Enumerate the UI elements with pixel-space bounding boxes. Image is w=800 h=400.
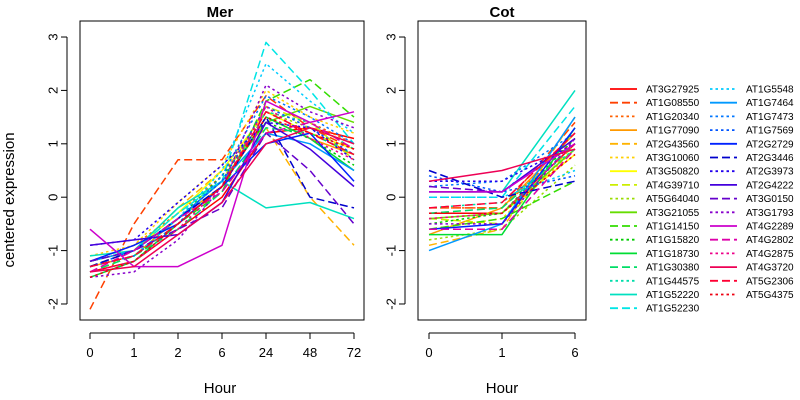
y-tick-label-cot--1: -1 — [383, 245, 398, 257]
y-tick-label-cot-1: 1 — [383, 140, 398, 147]
series-line-cot-AT4G2289 — [429, 143, 576, 193]
series-line-mer-AT1G7473 — [89, 95, 355, 268]
legend-label-AT2G2729: AT2G2729 — [746, 139, 794, 150]
x-tick-label-mer-24: 24 — [259, 345, 273, 360]
x-tick-label-cot-0: 0 — [425, 345, 432, 360]
series-line-mer-AT4G3720 — [89, 127, 355, 273]
y-tick-label-cot-0: 0 — [383, 194, 398, 201]
series-line-cot-AT2G3446 — [428, 169, 576, 198]
legend-label-AT1G20340: AT1G20340 — [646, 112, 700, 123]
series-line-cot-AT1G5548 — [429, 169, 576, 198]
y-axis-cot: -2 -1 0 1 2 3 — [383, 33, 406, 310]
x-axis-cot: 0 1 6 — [425, 332, 579, 360]
panel-cot: Cot Hour 0 1 6 -2 -1 0 1 2 3 — [383, 4, 587, 397]
x-tick-label-mer-1: 1 — [130, 345, 137, 360]
x-tick-label-mer-2: 2 — [174, 345, 181, 360]
y-axis-mer: -2 -1 0 1 2 3 — [45, 33, 68, 310]
legend-label-AT1G14150: AT1G14150 — [646, 222, 700, 233]
series-line-mer-AT1G52230 — [89, 41, 355, 263]
x-axis-title-cot: Hour — [486, 380, 519, 397]
legend-label-AT2G3973: AT2G3973 — [746, 167, 794, 178]
series-line-mer-AT3G1793 — [89, 84, 355, 279]
plot-frame-mer — [79, 20, 365, 321]
x-axis-mer: 0 1 2 6 24 48 72 — [86, 332, 361, 360]
legend-label-AT1G52220: AT1G52220 — [646, 290, 700, 301]
legend-label-AT3G0150: AT3G0150 — [746, 194, 794, 205]
legend-label-AT1G7464: AT1G7464 — [746, 98, 794, 109]
y-tick-label-mer-2: 2 — [45, 87, 60, 94]
series-line-mer-AT5G2306 — [89, 111, 355, 268]
legend-label-AT1G52230: AT1G52230 — [646, 304, 700, 315]
series-line-cot-AT4G3720 — [428, 148, 576, 182]
series-line-cot-AT1G52220 — [429, 89, 576, 193]
series-line-cot-AT1G7464 — [428, 116, 576, 252]
legend-label-AT5G4375: AT5G4375 — [746, 290, 794, 301]
series-line-mer-AT1G14150 — [89, 78, 355, 273]
series-line-mer-AT4G2802 — [89, 121, 355, 273]
legend-label-AT4G39710: AT4G39710 — [646, 180, 700, 191]
legend-label-AT3G10060: AT3G10060 — [646, 153, 700, 164]
series-line-cot-AT1G30380 — [428, 143, 576, 214]
legend-label-AT2G4222: AT2G4222 — [746, 180, 794, 191]
legend-label-AT5G64040: AT5G64040 — [646, 194, 700, 205]
legend: AT3G27925 AT1G08550 AT1G20340 AT1G77090 AT2G… — [610, 85, 794, 315]
y-tick-label-mer-3: 3 — [45, 33, 60, 40]
legend-label-AT1G30380: AT1G30380 — [646, 263, 700, 274]
series-line-cot-AT1G14150 — [428, 180, 576, 230]
series-line-cot-AT5G2306 — [428, 132, 576, 209]
legend-label-AT1G08550: AT1G08550 — [646, 98, 700, 109]
legend-label-AT1G18730: AT1G18730 — [646, 249, 700, 260]
panel-title-mer: Mer — [207, 4, 234, 21]
legend-label-AT1G44575: AT1G44575 — [646, 276, 700, 287]
x-tick-label-mer-72: 72 — [347, 345, 361, 360]
y-tick-label-mer-0: 0 — [45, 194, 60, 201]
legend-label-AT3G50820: AT3G50820 — [646, 167, 700, 178]
legend-label-AT2G3446: AT2G3446 — [746, 153, 794, 164]
legend-label-AT4G2875: AT4G2875 — [746, 249, 794, 260]
panel-title-cot: Cot — [490, 4, 515, 21]
series-line-mer-AT2G3446 — [89, 116, 355, 268]
legend-label-AT4G3720: AT4G3720 — [746, 263, 794, 274]
legend-label-AT3G27925: AT3G27925 — [646, 85, 700, 96]
legend-label-AT3G1793: AT3G1793 — [746, 208, 794, 219]
legend-label-AT4G2802: AT4G2802 — [746, 235, 794, 246]
y-tick-label-cot--2: -2 — [383, 298, 398, 310]
legend-label-AT1G15820: AT1G15820 — [646, 235, 700, 246]
legend-label-AT1G5548: AT1G5548 — [746, 85, 794, 96]
series-line-cot-AT5G4375 — [429, 153, 576, 214]
x-tick-label-mer-0: 0 — [86, 345, 93, 360]
legend-label-AT4G2289: AT4G2289 — [746, 222, 794, 233]
y-tick-label-mer--2: -2 — [45, 298, 60, 310]
panel-mer: Mer Hour 0 1 2 6 24 48 72 -2 -1 0 1 2 3 — [45, 4, 365, 397]
y-axis-title: centered expression — [1, 132, 18, 267]
y-tick-label-cot-3: 3 — [383, 33, 398, 40]
x-axis-title-mer: Hour — [204, 380, 237, 397]
y-tick-label-mer-1: 1 — [45, 140, 60, 147]
legend-label-AT1G77090: AT1G77090 — [646, 126, 700, 137]
legend-label-AT1G7473: AT1G7473 — [746, 112, 794, 123]
x-tick-label-mer-48: 48 — [303, 345, 317, 360]
legend-label-AT2G43560: AT2G43560 — [646, 139, 700, 150]
series-line-mer-AT1G30380 — [89, 127, 355, 273]
series-line-mer-AT3G27925 — [89, 127, 355, 273]
legend-label-AT5G2306: AT5G2306 — [746, 276, 794, 287]
y-tick-label-cot-2: 2 — [383, 87, 398, 94]
x-tick-label-mer-6: 6 — [218, 345, 225, 360]
x-tick-label-cot-1: 1 — [498, 345, 505, 360]
legend-label-AT1G7569: AT1G7569 — [746, 126, 794, 137]
legend-label-AT3G21055: AT3G21055 — [646, 208, 700, 219]
plot-frame-cot — [417, 20, 587, 321]
series-line-cot-AT4G2802 — [429, 148, 576, 230]
series-line-cot-AT1G18730 — [429, 127, 576, 236]
x-tick-label-cot-6: 6 — [571, 345, 578, 360]
y-tick-label-mer--1: -1 — [45, 245, 60, 257]
series-line-cot-AT3G1793 — [429, 138, 576, 225]
